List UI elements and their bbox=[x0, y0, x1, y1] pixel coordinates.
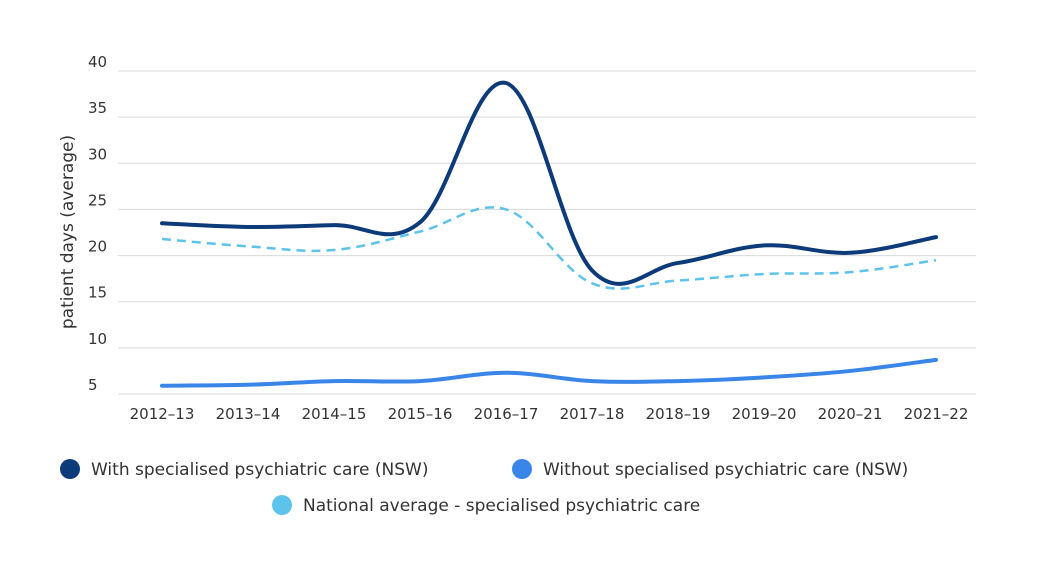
x-tick-label: 2018–19 bbox=[646, 405, 711, 423]
x-tick-label: 2013–14 bbox=[216, 405, 281, 423]
y-tick-label: 25 bbox=[88, 191, 107, 209]
legend-item-national-average: National average - specialised psychiatr… bbox=[272, 495, 700, 516]
legend-label-with-specialised: With specialised psychiatric care (NSW) bbox=[91, 460, 428, 480]
x-tick-label: 2019–20 bbox=[732, 405, 797, 423]
gridlines bbox=[118, 70, 976, 395]
x-axis-ticks: 2012–13 2013–14 2014–15 2015–16 2016–17 2017–… bbox=[130, 405, 969, 423]
x-tick-label: 2016–17 bbox=[474, 405, 539, 423]
y-tick-label: 30 bbox=[88, 145, 107, 163]
series-lines bbox=[160, 80, 938, 388]
x-tick-label: 2021–22 bbox=[904, 405, 969, 423]
x-tick-label: 2012–13 bbox=[130, 405, 195, 423]
legend-marker-without-specialised bbox=[512, 459, 532, 479]
legend: With specialised psychiatric care (NSW) … bbox=[60, 459, 908, 516]
y-axis-ticks: 5 10 15 20 25 30 35 40 bbox=[88, 53, 107, 394]
x-tick-label: 2017–18 bbox=[560, 405, 625, 423]
series-line-without-specialised bbox=[160, 357, 938, 388]
series-line-with-specialised bbox=[160, 80, 938, 286]
y-tick-label: 20 bbox=[88, 238, 107, 256]
y-tick-label: 10 bbox=[88, 330, 107, 348]
legend-item-without-specialised: Without specialised psychiatric care (NS… bbox=[512, 459, 908, 480]
y-axis-label: patient days (average) bbox=[58, 135, 78, 329]
y-tick-label: 35 bbox=[88, 99, 107, 117]
x-tick-label: 2014–15 bbox=[302, 405, 367, 423]
x-tick-label: 2020–21 bbox=[818, 405, 883, 423]
y-tick-label: 40 bbox=[88, 53, 107, 71]
legend-label-without-specialised: Without specialised psychiatric care (NS… bbox=[543, 460, 908, 480]
legend-label-national-average: National average - specialised psychiatr… bbox=[303, 496, 700, 516]
series-line-national-average bbox=[161, 206, 937, 290]
legend-marker-with-specialised bbox=[60, 459, 80, 479]
legend-marker-national-average bbox=[272, 495, 292, 515]
y-tick-label: 5 bbox=[88, 376, 98, 394]
x-tick-label: 2015–16 bbox=[388, 405, 453, 423]
y-tick-label: 15 bbox=[88, 284, 107, 302]
legend-item-with-specialised: With specialised psychiatric care (NSW) bbox=[60, 459, 428, 480]
